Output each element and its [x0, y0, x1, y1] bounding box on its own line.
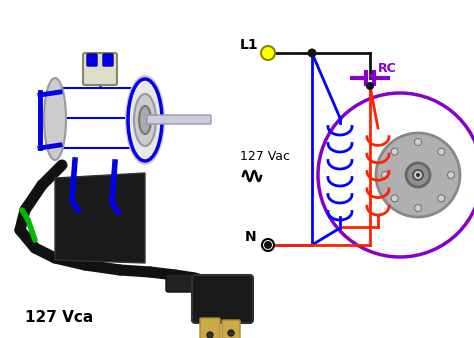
- Circle shape: [438, 148, 445, 155]
- Ellipse shape: [139, 106, 151, 134]
- FancyBboxPatch shape: [192, 275, 253, 323]
- Text: N: N: [245, 230, 256, 244]
- FancyBboxPatch shape: [222, 320, 240, 338]
- Ellipse shape: [44, 78, 66, 160]
- Polygon shape: [55, 173, 145, 263]
- FancyBboxPatch shape: [87, 54, 97, 66]
- Text: 127 Vac: 127 Vac: [240, 150, 290, 163]
- FancyBboxPatch shape: [147, 115, 211, 124]
- Circle shape: [413, 170, 423, 180]
- Circle shape: [414, 139, 421, 145]
- Circle shape: [391, 195, 398, 202]
- Text: L1: L1: [240, 38, 259, 52]
- Text: RC: RC: [378, 62, 397, 75]
- Ellipse shape: [134, 94, 156, 146]
- Circle shape: [391, 148, 398, 155]
- FancyBboxPatch shape: [103, 54, 113, 66]
- FancyBboxPatch shape: [83, 53, 117, 85]
- Circle shape: [382, 171, 389, 178]
- Circle shape: [438, 195, 445, 202]
- Circle shape: [264, 241, 272, 249]
- Circle shape: [447, 171, 455, 178]
- Circle shape: [376, 133, 460, 217]
- Circle shape: [366, 82, 374, 90]
- Circle shape: [308, 48, 317, 57]
- Circle shape: [406, 163, 430, 187]
- FancyBboxPatch shape: [166, 274, 200, 292]
- Circle shape: [262, 239, 274, 251]
- Circle shape: [207, 332, 213, 338]
- Text: 127 Vca: 127 Vca: [25, 310, 93, 325]
- Ellipse shape: [126, 76, 164, 164]
- FancyBboxPatch shape: [200, 318, 220, 338]
- Circle shape: [416, 173, 420, 177]
- Circle shape: [261, 46, 275, 60]
- Circle shape: [414, 204, 421, 212]
- Circle shape: [228, 330, 234, 336]
